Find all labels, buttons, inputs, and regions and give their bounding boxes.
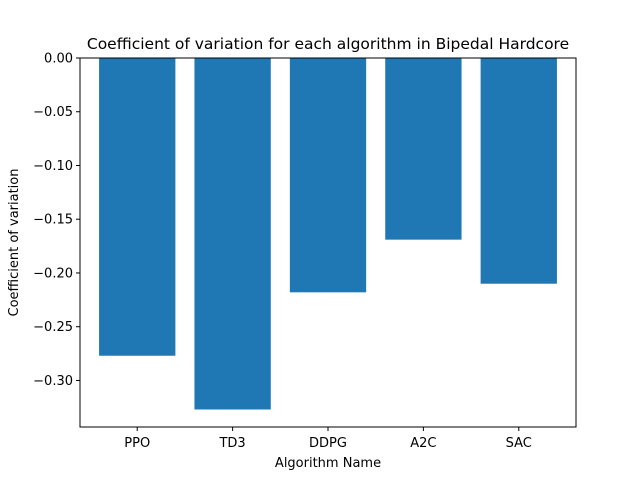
x-tick-label: PPO	[124, 436, 150, 451]
x-tick-label: TD3	[218, 436, 245, 451]
chart-title: Coefficient of variation for each algori…	[87, 35, 569, 53]
x-tick-label: A2C	[410, 436, 436, 451]
bar-sac	[480, 58, 557, 284]
x-axis-ticks: PPO TD3 DDPG A2C SAC	[124, 427, 532, 451]
x-tick-label: DDPG	[309, 436, 347, 451]
y-tick-label: −0.30	[33, 374, 73, 389]
bar-ppo	[99, 58, 176, 356]
bars-group	[99, 58, 557, 410]
bar-a2c	[385, 58, 462, 240]
y-tick-label: −0.15	[33, 213, 73, 228]
y-tick-label: −0.25	[33, 320, 73, 335]
bar-ddpg	[289, 58, 367, 293]
y-tick-label: −0.10	[33, 159, 73, 174]
y-axis-ticks: 0.00 −0.05 −0.10 −0.15 −0.20 −0.25 −0.30	[33, 52, 80, 389]
x-axis-label: Algorithm Name	[275, 456, 381, 471]
bar-td3	[194, 58, 271, 410]
y-tick-label: 0.00	[44, 52, 73, 67]
x-tick-label: SAC	[506, 436, 532, 451]
y-tick-label: −0.05	[33, 105, 73, 120]
y-tick-label: −0.20	[33, 266, 73, 281]
y-axis-label: Coefficient of variation	[7, 169, 22, 317]
